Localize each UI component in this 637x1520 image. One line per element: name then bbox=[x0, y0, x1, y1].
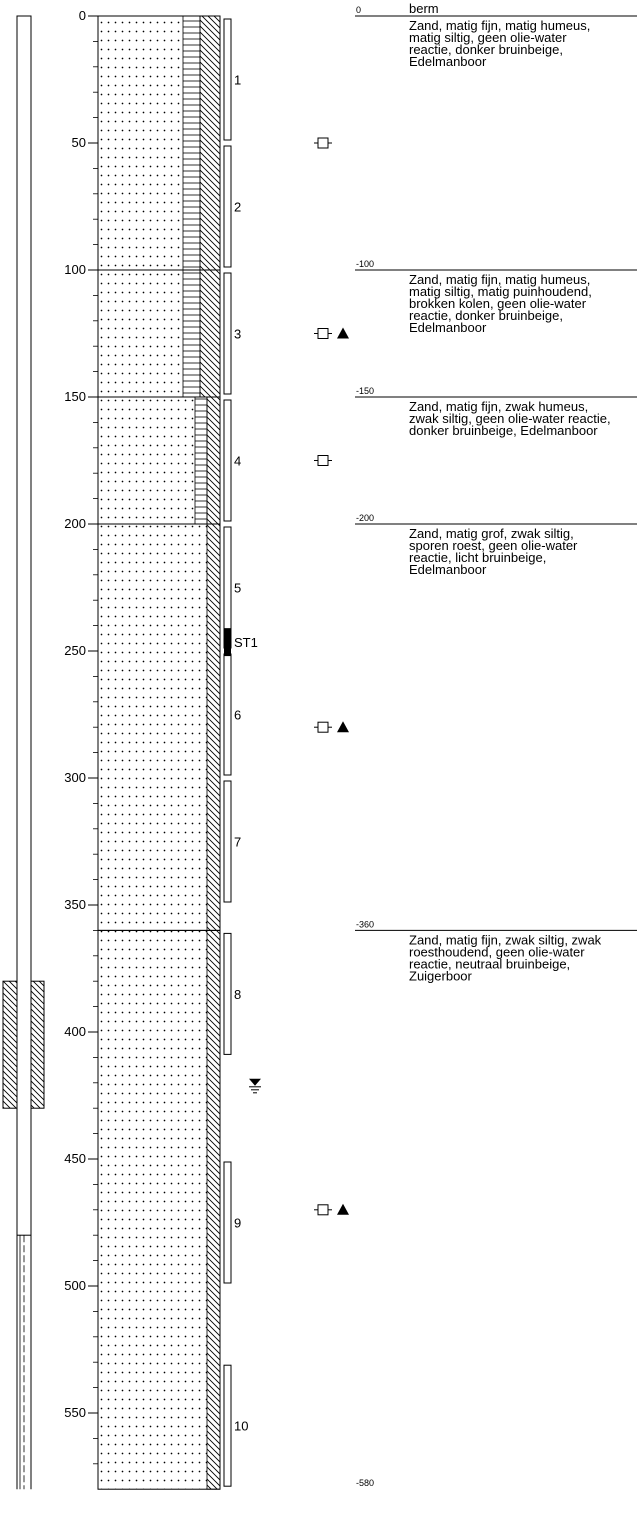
analysis-square-icon bbox=[317, 328, 329, 339]
sample-label: 7 bbox=[234, 835, 241, 850]
depth-tick-label: 50 bbox=[72, 135, 86, 150]
well-blind-pipe bbox=[16, 15, 32, 1236]
layer-description-line: reactie, neutraal bruinbeige, bbox=[409, 956, 570, 971]
end-depth-label: -580 bbox=[356, 1478, 374, 1488]
layer-description-line: zwak siltig, geen olie-water reactie, bbox=[409, 411, 611, 426]
layer-description-line: Zuigerboor bbox=[409, 968, 473, 983]
humus-pattern bbox=[194, 396, 208, 525]
sample-interval bbox=[223, 145, 232, 268]
sample-st1-bar bbox=[224, 628, 231, 657]
analysis-square-icon bbox=[317, 455, 329, 466]
sand-pattern bbox=[98, 16, 183, 270]
layer-description-line: Zand, matig fijn, zwak humeus, bbox=[409, 399, 588, 414]
sample-interval bbox=[223, 18, 232, 141]
sand-pattern bbox=[98, 930, 207, 1490]
sample-label: 8 bbox=[234, 987, 241, 1002]
sample-intervals: 1 2 3 4 5 6 7 8 9 10 ST1 bbox=[223, 18, 258, 1487]
depth-axis: 0 50 100 150 200 250 300 350 400 450 500 550 bbox=[64, 8, 99, 1490]
silt-pattern bbox=[206, 930, 221, 1490]
analysis-triangle-icon bbox=[337, 1203, 349, 1215]
silt-pattern bbox=[206, 523, 221, 931]
sample-interval bbox=[223, 932, 232, 1055]
sand-pattern bbox=[98, 524, 207, 931]
sample-interval bbox=[223, 780, 232, 903]
layer-description-line: Zand, matig fijn, zwak siltig, zwak bbox=[409, 932, 602, 947]
depth-tick-label: 100 bbox=[64, 262, 86, 277]
layer-description-line: donker bruinbeige, Edelmanboor bbox=[409, 423, 598, 438]
layer-top-label: 0 bbox=[356, 5, 361, 15]
layer-top-label: -100 bbox=[356, 259, 374, 269]
humus-pattern bbox=[182, 269, 201, 398]
sample-label: 4 bbox=[234, 454, 241, 469]
depth-tick-label: 400 bbox=[64, 1024, 86, 1039]
monitoring-well bbox=[2, 15, 45, 1490]
layer-description-line: Zand, matig grof, zwak siltig, bbox=[409, 526, 574, 541]
sample-interval bbox=[223, 272, 232, 395]
groundwater-level-icon bbox=[249, 1078, 261, 1086]
depth-tick-label: 450 bbox=[64, 1151, 86, 1166]
depth-tick-label: 350 bbox=[64, 897, 86, 912]
sample-label: 2 bbox=[234, 200, 241, 215]
layer-description-line: reactie, donker bruinbeige, bbox=[409, 308, 563, 323]
sample-label: 10 bbox=[234, 1419, 248, 1434]
sample-interval bbox=[223, 399, 232, 522]
layer-description-line: Edelmanboor bbox=[409, 54, 487, 69]
layer-top-label: -150 bbox=[356, 386, 374, 396]
silt-pattern bbox=[206, 396, 221, 525]
silt-pattern bbox=[199, 15, 221, 271]
layer-description-line: roesthoudend, geen olie-water bbox=[409, 944, 585, 959]
depth-tick-label: 300 bbox=[64, 770, 86, 785]
humus-pattern bbox=[182, 15, 201, 271]
sample-label: 6 bbox=[234, 708, 241, 723]
layer-description-line: matig siltig, geen olie-water bbox=[409, 30, 567, 45]
sample-label: 9 bbox=[234, 1216, 241, 1231]
analysis-square-icon bbox=[317, 1204, 329, 1216]
depth-tick-label: 550 bbox=[64, 1405, 86, 1420]
layer-top-label: -200 bbox=[356, 513, 374, 523]
layer-description-line: sporen roest, geen olie-water bbox=[409, 538, 578, 553]
sample-interval bbox=[223, 653, 232, 776]
analysis-square-icon bbox=[317, 137, 329, 149]
analysis-markers bbox=[249, 137, 349, 1216]
sample-interval bbox=[223, 1161, 232, 1284]
lithology-layer-box bbox=[97, 929, 221, 1490]
depth-tick-label: 200 bbox=[64, 516, 86, 531]
analysis-square-icon bbox=[317, 721, 329, 733]
depth-tick-label: 500 bbox=[64, 1278, 86, 1293]
well-seal-left bbox=[2, 980, 18, 1109]
sample-label: 5 bbox=[234, 581, 241, 596]
analysis-triangle-icon bbox=[337, 721, 349, 733]
layer-description-line: Edelmanboor bbox=[409, 562, 487, 577]
layer-description-line: Edelmanboor bbox=[409, 320, 487, 335]
sample-label: 3 bbox=[234, 327, 241, 342]
layer-description-line: matig siltig, matig puinhoudend, bbox=[409, 284, 592, 299]
sand-pattern bbox=[98, 270, 183, 397]
layer-title: berm bbox=[409, 1, 439, 16]
lithology-column bbox=[97, 15, 221, 1490]
sample-label: 1 bbox=[234, 73, 241, 88]
well-seal-right bbox=[30, 980, 45, 1109]
layer-description-line: Zand, matig fijn, matig humeus, bbox=[409, 272, 590, 287]
sample-st1-label: ST1 bbox=[234, 635, 258, 650]
depth-tick-label: 250 bbox=[64, 643, 86, 658]
layer-top-label: -360 bbox=[356, 919, 374, 929]
sample-interval bbox=[223, 1364, 232, 1487]
silt-pattern bbox=[199, 269, 221, 398]
layer-description-line: brokken kolen, geen olie-water bbox=[409, 296, 587, 311]
depth-tick-label: 150 bbox=[64, 389, 86, 404]
layer-description-line: Zand, matig fijn, matig humeus, bbox=[409, 18, 590, 33]
layer-description-line: reactie, licht bruinbeige, bbox=[409, 550, 546, 565]
sand-pattern bbox=[98, 397, 195, 524]
analysis-triangle-icon bbox=[337, 327, 349, 339]
depth-tick-label: 0 bbox=[79, 8, 86, 23]
layer-description-line: reactie, donker bruinbeige, bbox=[409, 42, 563, 57]
